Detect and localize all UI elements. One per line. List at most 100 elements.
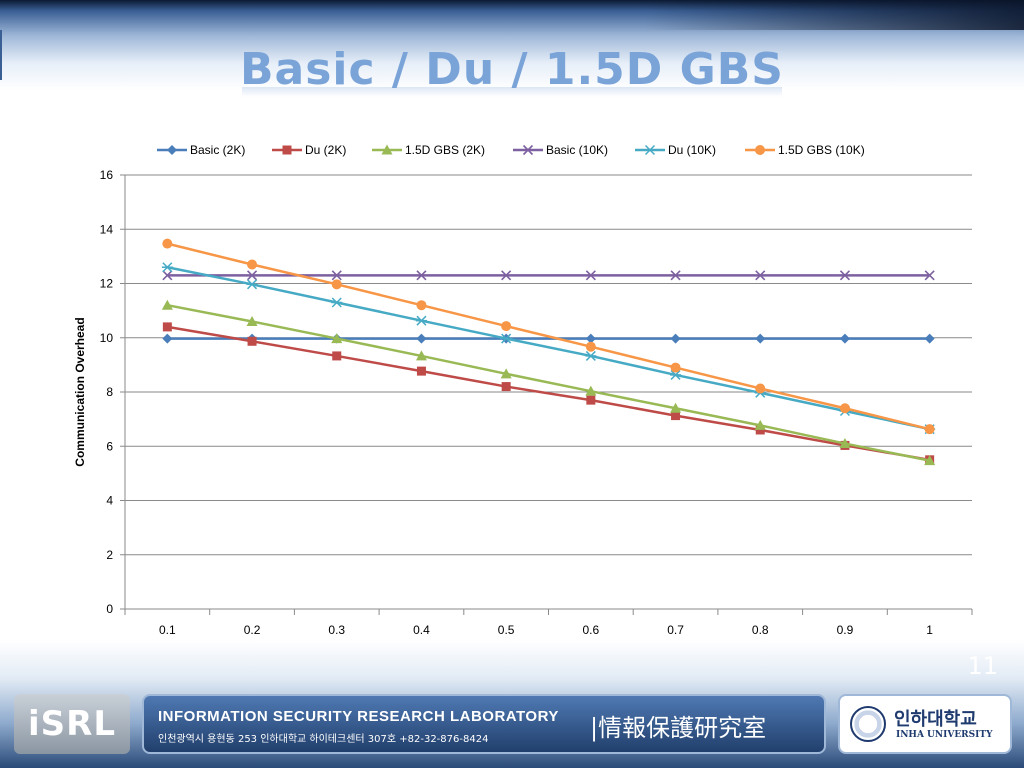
series-0: [162, 333, 935, 344]
legend-marker: [381, 144, 393, 155]
data-point: [331, 333, 343, 344]
x-tick-label: 0.5: [498, 623, 515, 637]
data-point: [247, 336, 257, 346]
data-point: [839, 333, 850, 344]
data-point: [755, 425, 765, 435]
data-point: [501, 382, 511, 392]
data-point: [416, 300, 427, 311]
legend-label: Du (2K): [305, 143, 346, 157]
legend-label: Basic (2K): [190, 143, 245, 157]
y-tick-label: 16: [100, 168, 114, 182]
data-point: [246, 270, 258, 281]
legend-marker: [522, 144, 534, 156]
legend-marker: [755, 145, 765, 155]
university-english-name: INHA UNIVERSITY: [896, 730, 993, 740]
legend-item: Basic (2K): [157, 143, 245, 157]
legend-marker: [167, 145, 177, 155]
data-point: [416, 366, 426, 376]
data-point: [670, 333, 681, 344]
y-tick-label: 12: [100, 277, 114, 291]
data-point: [415, 315, 427, 326]
legend-label: Basic (10K): [546, 143, 608, 157]
lab-address: 인천광역시 용현동 253 인하대학교 하이테크센터 307호 +82-32-8…: [158, 734, 489, 745]
data-point: [586, 395, 596, 405]
university-korean-name: 인하대학교: [894, 709, 977, 730]
data-point: [162, 322, 172, 332]
y-tick-label: 8: [106, 385, 113, 399]
data-point: [585, 385, 597, 396]
data-point: [500, 368, 512, 379]
x-tick-label: 0.2: [244, 623, 261, 637]
y-axis-ticks: 0 2 4 6 8 10 12 14 16: [100, 168, 125, 616]
data-point: [755, 270, 766, 281]
series-5: [162, 238, 935, 435]
y-tick-label: 6: [106, 439, 113, 453]
data-point: [754, 419, 766, 430]
university-logo: 인하대학교 INHA UNIVERSITY: [838, 694, 1012, 754]
legend-marker: [282, 145, 292, 155]
series-3: [162, 270, 935, 281]
data-point: [161, 262, 173, 273]
line-chart: Basic (2K) Du (2K) 1.5D GBS (2K) Basic (10K…: [73, 143, 973, 665]
series-2: [161, 299, 936, 466]
legend-item: 1.5D GBS (10K): [745, 143, 865, 157]
series-line: [167, 303, 930, 462]
x-tick-label: 0.8: [752, 623, 769, 637]
y-tick-label: 10: [100, 331, 114, 345]
x-tick-label: 1: [926, 623, 933, 637]
x-tick-label: 0.6: [583, 623, 600, 637]
data-point: [924, 424, 935, 435]
x-tick-label: 0.4: [413, 623, 430, 637]
data-point: [246, 315, 258, 326]
slide-title: Basic / Du / 1.5D GBS: [0, 44, 1024, 97]
data-point: [415, 350, 427, 361]
data-point: [670, 402, 682, 413]
data-point: [585, 350, 597, 361]
university-seal-icon: [850, 706, 886, 742]
data-point: [162, 333, 173, 344]
lab-hanja-name: |情報保護研究室: [590, 714, 767, 742]
chart-series: [161, 238, 936, 466]
data-point: [332, 351, 342, 361]
series-4: [161, 262, 936, 435]
data-point: [246, 279, 258, 290]
data-point: [500, 333, 512, 344]
data-point: [585, 333, 596, 344]
y-tick-label: 14: [100, 222, 114, 236]
data-point: [331, 270, 342, 281]
data-point: [924, 333, 935, 344]
data-point: [839, 438, 851, 449]
x-tick-label: 0.7: [667, 623, 684, 637]
data-point: [331, 279, 342, 290]
legend-item: Basic (10K): [513, 143, 608, 157]
data-point: [161, 299, 173, 310]
series-line: [167, 325, 930, 462]
series-line: [167, 265, 930, 431]
x-axis-ticks: 0.1 0.2 0.3 0.4 0.5 0.6 0.7 0.8 0.9 1: [124, 609, 973, 637]
data-point: [162, 238, 173, 249]
data-point: [671, 411, 681, 421]
legend-label: 1.5D GBS (10K): [778, 143, 865, 157]
data-point: [247, 259, 258, 270]
legend-label: Du (10K): [668, 143, 716, 157]
data-point: [670, 270, 681, 281]
lab-banner: INFORMATION SECURITY RESEARCH LABORATORY…: [142, 694, 826, 754]
y-tick-label: 4: [106, 494, 113, 508]
lab-name: INFORMATION SECURITY RESEARCH LABORATORY: [158, 708, 559, 725]
isrl-logo: iSRL: [14, 694, 130, 754]
data-point: [501, 321, 512, 332]
y-axis-label: Communication Overhead: [73, 317, 87, 466]
data-point: [416, 270, 427, 281]
chart-gridlines: [125, 174, 972, 556]
data-point: [585, 341, 596, 352]
page-number: 11: [967, 652, 998, 680]
legend-marker: [644, 144, 656, 156]
data-point: [162, 270, 173, 281]
y-tick-label: 2: [106, 548, 113, 562]
y-tick-label: 0: [106, 602, 113, 616]
data-point: [924, 455, 936, 466]
data-point: [670, 362, 681, 373]
data-point: [331, 297, 343, 308]
data-point: [755, 383, 766, 394]
data-point: [416, 333, 427, 344]
